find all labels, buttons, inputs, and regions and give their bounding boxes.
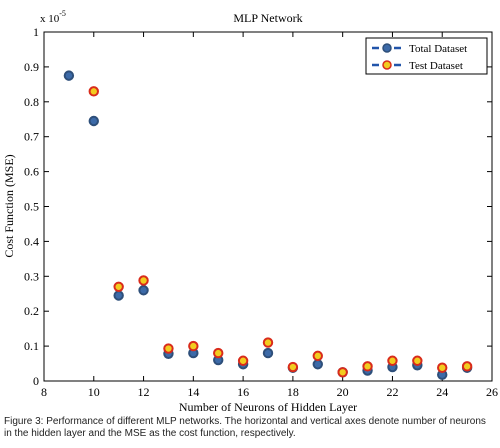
y-tick-label: 0 xyxy=(33,374,39,388)
x-tick-label: 18 xyxy=(287,385,299,399)
chart: MLP Network x 10-5 Number of Neurons of … xyxy=(2,9,498,414)
x-tick-label: 10 xyxy=(88,385,100,399)
legend-label-total: Total Dataset xyxy=(409,43,467,55)
legend-marker-test xyxy=(382,60,392,70)
test-dataset-point xyxy=(188,340,199,352)
x-tick-label: 14 xyxy=(187,385,199,399)
axis-ticks: 8 10 12 14 16 18 20 22 24 26 0 0.1 0.2 0.3 0.4 0.5 0.6 0.… xyxy=(24,25,498,399)
test-dataset-point xyxy=(412,355,423,366)
x-tick-label: 16 xyxy=(237,385,249,399)
y-multiplier-base: x 10 xyxy=(40,13,60,25)
test-dataset-point xyxy=(113,281,124,292)
test-dataset-point xyxy=(312,350,323,362)
test-dataset-point xyxy=(213,347,224,359)
total-dataset-point xyxy=(63,70,75,81)
test-dataset-point xyxy=(287,361,299,373)
test-dataset-point xyxy=(237,355,249,366)
x-tick-label: 20 xyxy=(337,385,349,399)
y-multiplier-exponent: -5 xyxy=(59,9,66,18)
total-dataset-point xyxy=(138,285,149,296)
data-points xyxy=(63,70,473,380)
test-dataset-point xyxy=(88,86,99,97)
y-tick-label: 0.6 xyxy=(24,165,39,179)
total-dataset-point xyxy=(312,359,323,370)
x-axis-label: Number of Neurons of Hidden Layer xyxy=(179,400,357,414)
legend: Total Dataset Test Dataset xyxy=(365,37,488,75)
test-dataset-point xyxy=(262,337,274,348)
legend-marker-total xyxy=(382,43,392,53)
test-dataset-point xyxy=(387,355,398,366)
y-tick-label: 0.4 xyxy=(24,234,39,248)
y-tick-label: 0.3 xyxy=(24,269,39,283)
x-tick-label: 8 xyxy=(41,385,47,399)
legend-label-test: Test Dataset xyxy=(409,60,463,72)
x-tick-label: 26 xyxy=(486,385,498,399)
test-dataset-point xyxy=(461,361,473,372)
y-axis-label: Cost Function (MSE) xyxy=(2,154,16,257)
y-tick-label: 1 xyxy=(33,25,39,39)
test-dataset-point xyxy=(163,343,174,354)
total-dataset-point xyxy=(113,290,124,301)
total-dataset-point xyxy=(262,347,274,359)
y-tick-label: 0.2 xyxy=(24,304,39,318)
test-dataset-point xyxy=(437,362,448,373)
y-tick-label: 0.5 xyxy=(24,200,39,214)
chart-title: MLP Network xyxy=(233,11,302,25)
plot-area xyxy=(43,31,493,382)
x-tick-label: 22 xyxy=(386,385,398,399)
y-tick-label: 0.1 xyxy=(24,339,39,353)
test-dataset-point xyxy=(337,367,348,378)
figure-caption: Figure 3: Performance of different MLP n… xyxy=(4,416,486,439)
y-tick-label: 0.9 xyxy=(24,60,39,74)
total-dataset-point xyxy=(88,115,99,127)
y-multiplier: x 10-5 xyxy=(40,9,66,25)
test-dataset-point xyxy=(362,361,373,372)
y-tick-label: 0.8 xyxy=(24,95,39,109)
x-tick-label: 24 xyxy=(436,385,448,399)
y-tick-label: 0.7 xyxy=(24,130,39,144)
test-dataset-point xyxy=(138,275,149,286)
x-tick-label: 12 xyxy=(138,385,150,399)
